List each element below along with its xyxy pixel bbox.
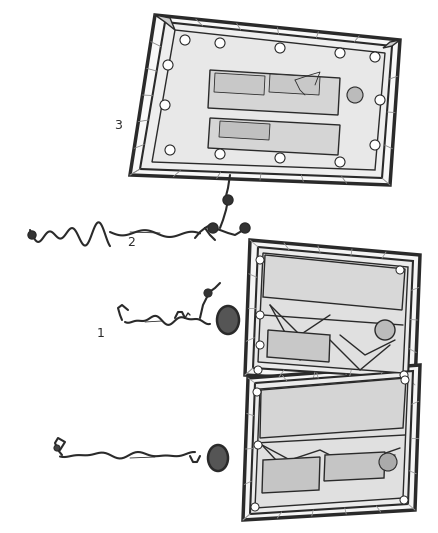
Circle shape — [335, 48, 345, 58]
Circle shape — [370, 52, 380, 62]
Text: 1: 1 — [96, 327, 104, 340]
Circle shape — [240, 223, 250, 233]
Circle shape — [370, 140, 380, 150]
Polygon shape — [253, 247, 413, 378]
Polygon shape — [383, 40, 400, 48]
Polygon shape — [152, 30, 385, 170]
Circle shape — [275, 43, 285, 53]
Polygon shape — [243, 365, 420, 520]
Polygon shape — [130, 15, 400, 185]
Polygon shape — [262, 457, 320, 493]
Circle shape — [253, 388, 261, 396]
Circle shape — [223, 195, 233, 205]
Circle shape — [215, 149, 225, 159]
Circle shape — [400, 496, 408, 504]
Circle shape — [256, 256, 264, 264]
Circle shape — [400, 371, 408, 379]
Polygon shape — [269, 74, 320, 95]
Circle shape — [165, 145, 175, 155]
Polygon shape — [255, 377, 408, 508]
Polygon shape — [208, 118, 340, 155]
Circle shape — [54, 445, 60, 451]
Circle shape — [256, 311, 264, 319]
Polygon shape — [258, 253, 408, 373]
Circle shape — [401, 376, 409, 384]
Polygon shape — [219, 121, 270, 140]
Circle shape — [375, 95, 385, 105]
Circle shape — [379, 453, 397, 471]
Polygon shape — [250, 371, 413, 514]
Polygon shape — [260, 378, 406, 438]
Polygon shape — [324, 452, 385, 481]
Text: 3: 3 — [114, 119, 122, 132]
Ellipse shape — [217, 306, 239, 334]
Polygon shape — [267, 330, 330, 362]
Ellipse shape — [208, 445, 228, 471]
Text: 2: 2 — [127, 236, 135, 249]
Circle shape — [180, 35, 190, 45]
Circle shape — [335, 157, 345, 167]
Polygon shape — [208, 70, 340, 115]
Polygon shape — [140, 22, 392, 178]
Circle shape — [28, 231, 36, 239]
Circle shape — [160, 100, 170, 110]
Circle shape — [163, 60, 173, 70]
Circle shape — [251, 503, 259, 511]
Circle shape — [375, 320, 395, 340]
Polygon shape — [245, 240, 420, 385]
Circle shape — [215, 38, 225, 48]
Circle shape — [204, 289, 212, 297]
Circle shape — [208, 223, 218, 233]
Circle shape — [347, 87, 363, 103]
Circle shape — [396, 266, 404, 274]
Circle shape — [275, 153, 285, 163]
Circle shape — [254, 366, 262, 374]
Circle shape — [254, 441, 262, 449]
Polygon shape — [214, 73, 265, 95]
Polygon shape — [155, 15, 175, 30]
Circle shape — [256, 341, 264, 349]
Polygon shape — [263, 255, 405, 310]
